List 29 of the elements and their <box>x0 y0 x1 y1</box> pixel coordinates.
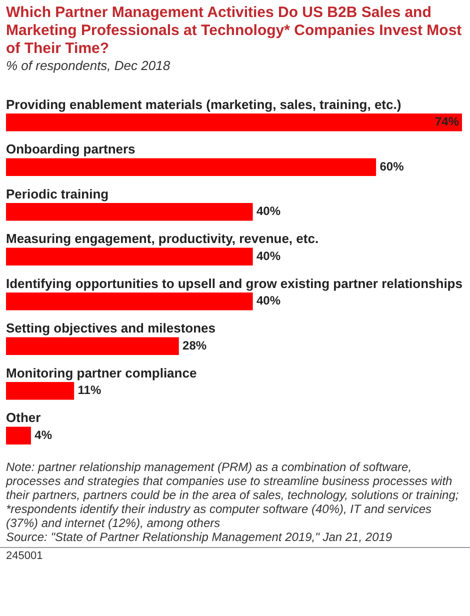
data-label: 40% <box>256 294 281 308</box>
bar <box>6 337 179 355</box>
data-label: 40% <box>256 204 281 218</box>
source-note: Source: "State of Partner Relationship Management 2019," Jan 21, 2019 <box>6 530 394 544</box>
chart-subtitle: % of respondents, Dec 2018 <box>6 58 172 74</box>
data-label: 4% <box>34 428 52 442</box>
text: 245001 <box>6 550 44 562</box>
y-tick-label: Periodic training <box>6 186 109 202</box>
bar <box>6 203 253 221</box>
y-tick-label: Onboarding partners <box>6 142 136 157</box>
y-tick-label: Measuring engagement, productivity, revenue, etc. <box>6 231 319 246</box>
y-tick-label: Identifying opportunities to upsell and grow existing partner relationships <box>6 276 462 291</box>
chart-title: Which Partner Management Activities Do US B2B Sales and Marketing Professionals at Technology* Companies Invest Most of Their Time? <box>6 4 463 58</box>
bar <box>6 426 31 444</box>
data-label: 40% <box>256 248 281 263</box>
bar <box>6 248 253 266</box>
bar <box>6 382 74 400</box>
data-label: 60% <box>380 159 404 174</box>
data-label: 28% <box>182 338 207 352</box>
y-tick-label: Monitoring partner compliance <box>6 365 197 380</box>
data-label: 11% <box>78 383 102 398</box>
y-tick-label: Setting objectives and milestones <box>6 320 216 336</box>
bar <box>6 158 376 176</box>
data-label: 74% <box>434 114 460 129</box>
y-tick-label: Providing enablement materials (marketing, sales, training, etc.) <box>6 96 402 112</box>
bar <box>6 114 462 132</box>
y-tick-label: Other <box>6 410 41 426</box>
bar <box>6 292 253 310</box>
text: Note: partner relationship management (PRM) as a combination of software, processes and strategies that companies use to streamline business processes with their partners, partners could be in the area of sales, technology, solutions or training; *respondents identify their industry as computer software (40%), IT and services (37%) and internet (12%), among others <box>6 460 460 530</box>
